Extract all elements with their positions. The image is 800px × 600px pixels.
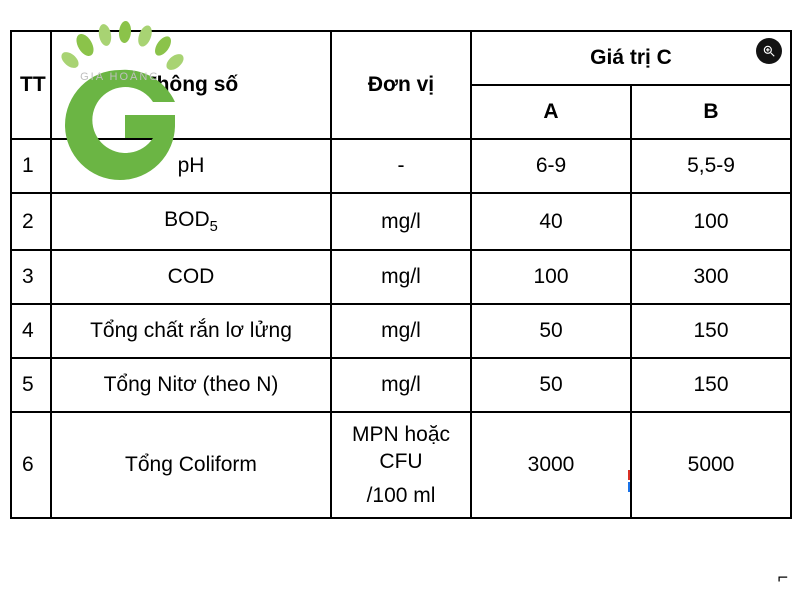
cell-b: 150 bbox=[631, 304, 791, 358]
cell-param: BOD5 bbox=[51, 193, 331, 250]
expand-image-button[interactable] bbox=[756, 38, 782, 64]
cell-index: 4 bbox=[11, 304, 51, 358]
cell-index: 2 bbox=[11, 193, 51, 250]
table-row: 5 Tổng Nitơ (theo N) mg/l 50 150 bbox=[11, 358, 791, 412]
cell-a: 3000 bbox=[471, 412, 631, 518]
parameter-table: TT Thông số Đơn vị Giá trị C A B 1 pH - … bbox=[10, 30, 792, 519]
cell-a: 50 bbox=[471, 358, 631, 412]
cell-param: pH bbox=[51, 139, 331, 193]
cell-a: 100 bbox=[471, 250, 631, 304]
param-text: BOD bbox=[164, 208, 210, 231]
cell-b: 5000 bbox=[631, 412, 791, 518]
magnify-icon bbox=[762, 44, 776, 58]
cell-a: 40 bbox=[471, 193, 631, 250]
cell-param: COD bbox=[51, 250, 331, 304]
scan-corner-mark: ⌐ bbox=[777, 567, 788, 588]
header-param: Thông số bbox=[51, 31, 331, 139]
cell-param: Tổng chất rắn lơ lửng bbox=[51, 304, 331, 358]
table-body: 1 pH - 6-9 5,5-9 2 BOD5 mg/l 40 100 3 CO… bbox=[11, 139, 791, 518]
header-value-b: B bbox=[631, 85, 791, 139]
cell-a: 6-9 bbox=[471, 139, 631, 193]
cell-b: 100 bbox=[631, 193, 791, 250]
header-unit: Đơn vị bbox=[331, 31, 471, 139]
annotation-mark-red bbox=[628, 470, 630, 480]
unit-line1: MPN hoặc CFU bbox=[340, 421, 462, 476]
header-tt: TT bbox=[11, 31, 51, 139]
annotation-mark-blue bbox=[628, 482, 630, 492]
cell-index: 3 bbox=[11, 250, 51, 304]
cell-index: 5 bbox=[11, 358, 51, 412]
header-value-a: A bbox=[471, 85, 631, 139]
cell-b: 5,5-9 bbox=[631, 139, 791, 193]
cell-param: Tổng Coliform bbox=[51, 412, 331, 518]
cell-a: 50 bbox=[471, 304, 631, 358]
table-row: 4 Tổng chất rắn lơ lửng mg/l 50 150 bbox=[11, 304, 791, 358]
header-value-group: Giá trị C bbox=[471, 31, 791, 85]
cell-b: 150 bbox=[631, 358, 791, 412]
table-row: 6 Tổng Coliform MPN hoặc CFU /100 ml 300… bbox=[11, 412, 791, 518]
unit-line2: /100 ml bbox=[340, 482, 462, 509]
cell-param: Tổng Nitơ (theo N) bbox=[51, 358, 331, 412]
table-row: 3 COD mg/l 100 300 bbox=[11, 250, 791, 304]
table-row: 1 pH - 6-9 5,5-9 bbox=[11, 139, 791, 193]
table-row: 2 BOD5 mg/l 40 100 bbox=[11, 193, 791, 250]
cell-unit: MPN hoặc CFU /100 ml bbox=[331, 412, 471, 518]
cell-unit: - bbox=[331, 139, 471, 193]
param-subscript: 5 bbox=[210, 219, 218, 235]
cell-unit: mg/l bbox=[331, 304, 471, 358]
cell-unit: mg/l bbox=[331, 358, 471, 412]
cell-index: 1 bbox=[11, 139, 51, 193]
cell-index: 6 bbox=[11, 412, 51, 518]
parameter-table-container: TT Thông số Đơn vị Giá trị C A B 1 pH - … bbox=[10, 30, 790, 519]
cell-unit: mg/l bbox=[331, 250, 471, 304]
cell-b: 300 bbox=[631, 250, 791, 304]
cell-unit: mg/l bbox=[331, 193, 471, 250]
